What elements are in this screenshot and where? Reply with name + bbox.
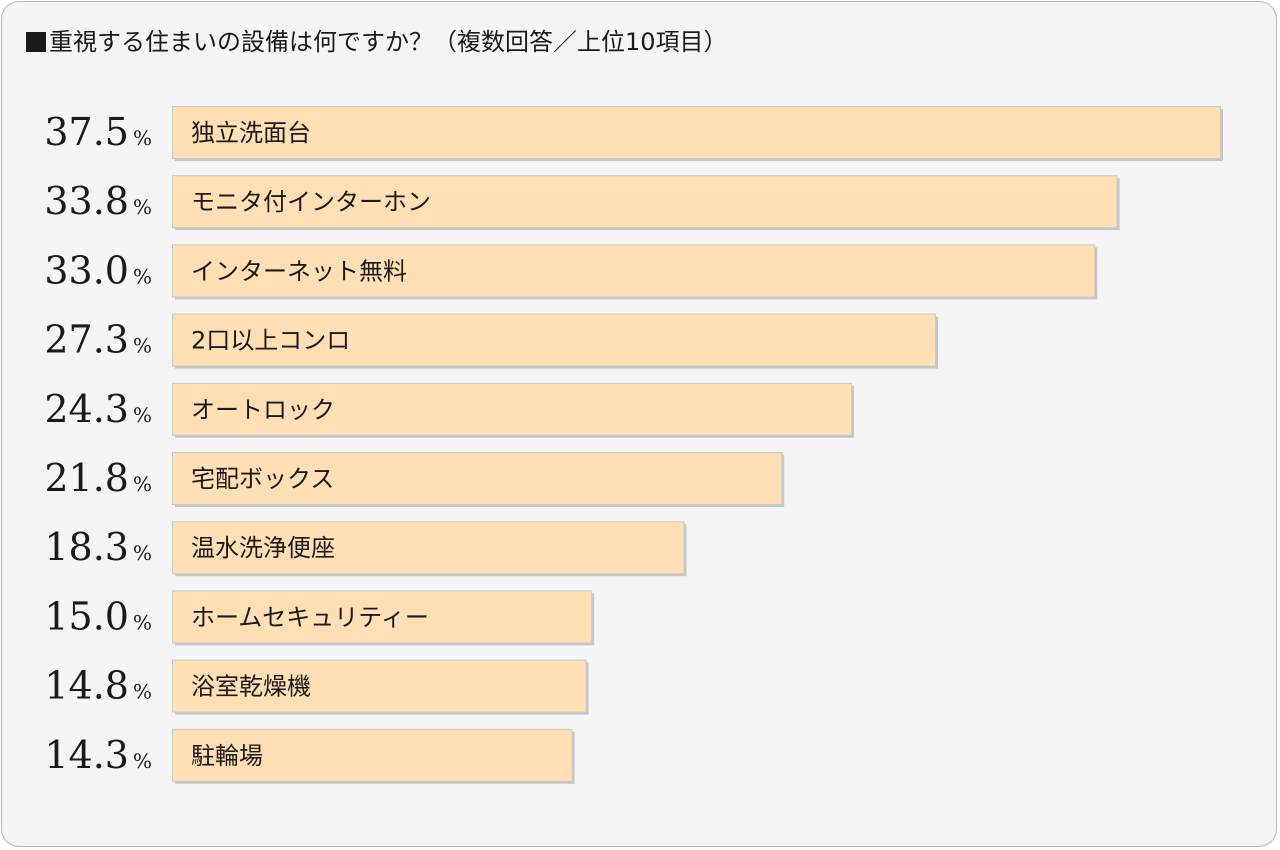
value-number: 27.3 (44, 318, 129, 362)
bar-row: 駐輪場 14.3% (44, 728, 575, 784)
value-label: 24.3% (44, 387, 152, 431)
bar (172, 106, 1221, 159)
category-label: オートロック (191, 396, 335, 424)
bar-row: オートロック 24.3% (44, 382, 855, 438)
percent-sign: % (133, 403, 152, 427)
value-label: 18.3% (44, 525, 152, 569)
bar (172, 590, 593, 644)
bar (172, 244, 1096, 298)
value-label: 37.5% (44, 110, 152, 154)
bar-row: 浴室乾燥機 14.8% (44, 659, 589, 715)
bar (172, 452, 783, 505)
category-label: ホームセキュリティー (191, 603, 429, 631)
category-label: 2口以上コンロ (191, 327, 350, 355)
bar-row: ホームセキュリティー 15.0% (44, 590, 595, 646)
chart-title-text: 重視する住まいの設備は何ですか？（複数回答／上位10項目） (49, 28, 728, 56)
category-label: インターネット無料 (191, 257, 407, 285)
bar-row: 独立洗面台 37.5% (44, 106, 1223, 161)
percent-sign: % (133, 680, 152, 704)
value-number: 37.5 (44, 110, 129, 154)
value-number: 15.0 (44, 594, 129, 638)
percent-sign: % (133, 264, 152, 288)
bar (172, 521, 685, 575)
bar-row: モニタ付インターホン 33.8% (44, 175, 1120, 231)
value-label: 33.0% (44, 248, 152, 292)
category-label: 温水洗浄便座 (191, 534, 335, 562)
percent-sign: % (133, 195, 152, 219)
value-label: 15.0% (44, 594, 152, 638)
value-number: 24.3 (44, 387, 129, 431)
percent-sign: % (133, 334, 152, 358)
category-label: 浴室乾燥機 (191, 673, 311, 701)
value-number: 21.8 (44, 456, 129, 500)
value-number: 33.8 (44, 179, 129, 223)
value-number: 18.3 (44, 525, 129, 569)
bar-row: 宅配ボックス 21.8% (44, 452, 785, 507)
bar (172, 382, 853, 436)
percent-sign: % (133, 610, 152, 634)
bar (172, 313, 936, 367)
category-label: モニタ付インターホン (191, 188, 431, 216)
value-label: 14.3% (44, 733, 152, 777)
value-label: 21.8% (44, 456, 152, 500)
bar (172, 175, 1118, 229)
percent-sign: % (133, 541, 152, 565)
value-number: 14.8 (44, 664, 129, 708)
square-bullet-icon (26, 32, 46, 52)
value-number: 33.0 (44, 248, 129, 292)
percent-sign: % (133, 749, 152, 773)
value-number: 14.3 (44, 733, 129, 777)
bar-row: 2口以上コンロ 27.3% (44, 313, 938, 369)
bar (172, 728, 573, 782)
category-label: 独立洗面台 (191, 119, 311, 147)
value-label: 27.3% (44, 318, 152, 362)
bar (172, 659, 587, 713)
category-label: 宅配ボックス (191, 465, 334, 493)
percent-sign: % (133, 472, 152, 496)
value-label: 33.8% (44, 179, 152, 223)
bar-row: インターネット無料 33.0% (44, 244, 1098, 300)
bar-row: 温水洗浄便座 18.3% (44, 521, 687, 577)
category-label: 駐輪場 (191, 742, 263, 770)
value-label: 14.8% (44, 664, 152, 708)
percent-sign: % (133, 126, 152, 150)
chart-title: 重視する住まいの設備は何ですか？（複数回答／上位10項目） (26, 27, 728, 57)
